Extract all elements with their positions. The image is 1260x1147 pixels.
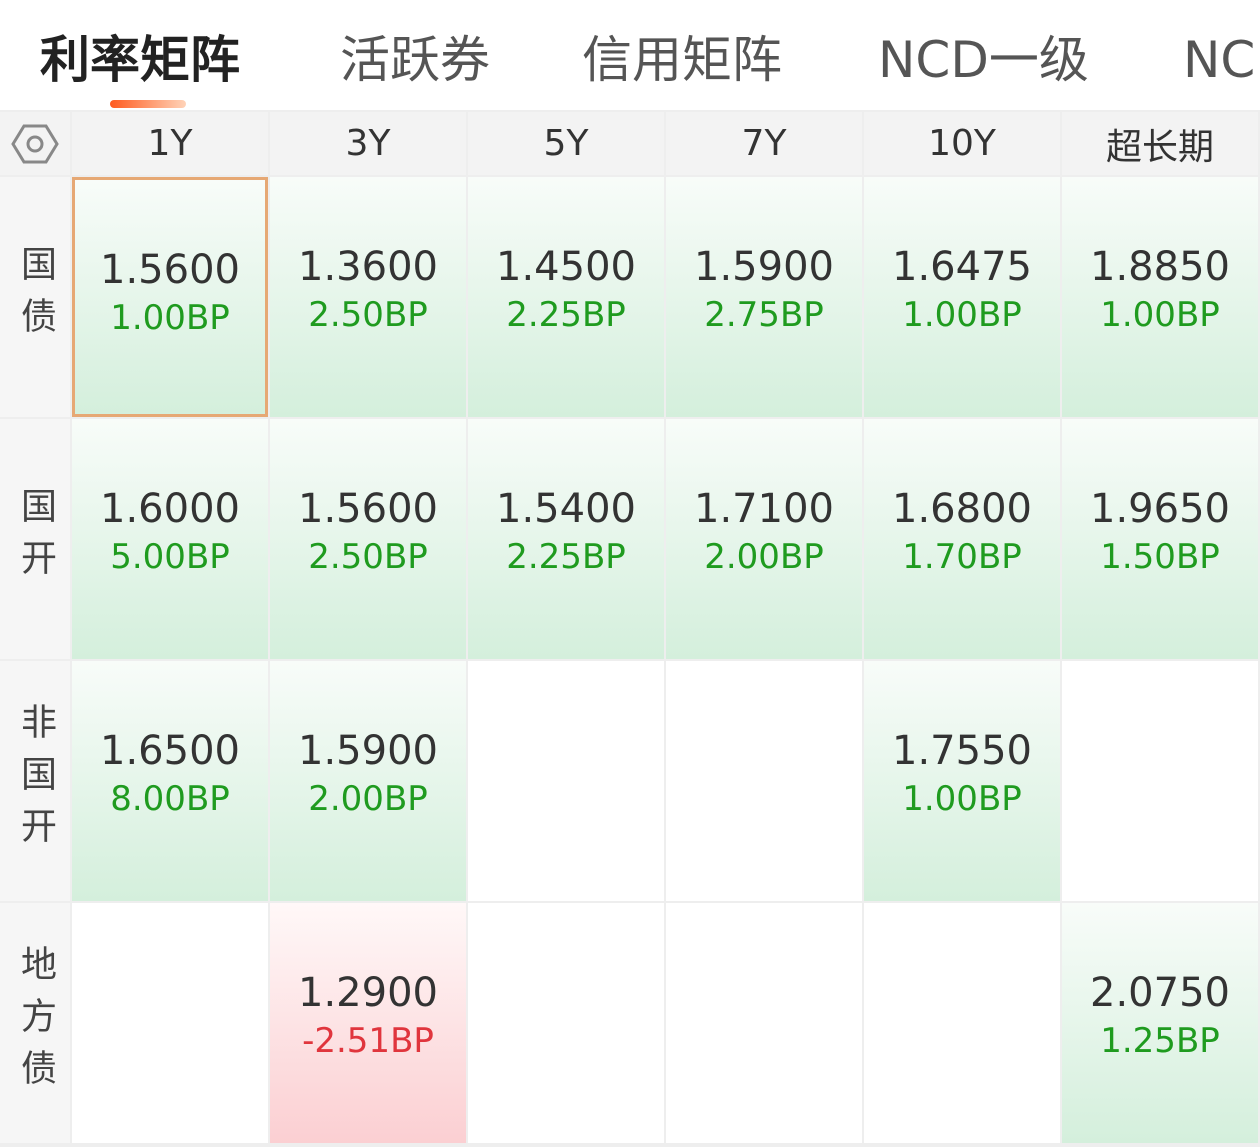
yield-change: 1.25BP [1100,1021,1220,1061]
yield-change: 5.00BP [110,537,230,577]
column-header[interactable]: 10Y [864,112,1060,175]
matrix-cell[interactable]: 1.5900 2.75BP [666,177,862,417]
row-label-text: 国开 [15,487,56,591]
row-label: 国开 [0,419,70,659]
matrix-cell[interactable]: 1.5900 2.00BP [270,661,466,901]
yield-value: 1.8850 [1090,244,1230,290]
row-label-text: 非国开 [15,703,56,859]
matrix-cell [666,661,862,901]
tab[interactable]: NCD一级 [878,31,1089,89]
matrix-cell[interactable]: 1.7100 2.00BP [666,419,862,659]
yield-change: 2.25BP [506,537,626,577]
matrix-cell [666,903,862,1143]
yield-change: 1.00BP [110,298,230,338]
matrix-cell[interactable]: 1.4500 2.25BP [468,177,664,417]
yield-value: 1.6000 [100,486,240,532]
matrix-cell[interactable]: 1.5600 2.50BP [270,419,466,659]
yield-value: 1.9650 [1090,486,1230,532]
column-header[interactable]: 3Y [270,112,466,175]
matrix-cell[interactable]: 1.8850 1.00BP [1062,177,1258,417]
yield-change: -2.51BP [302,1021,434,1061]
matrix-cell [864,903,1060,1143]
matrix-cell [468,661,664,901]
yield-change: 8.00BP [110,779,230,819]
tab[interactable]: 利率矩阵 [40,31,240,89]
yield-change: 2.50BP [308,537,428,577]
settings-icon [11,124,59,163]
matrix-cell[interactable]: 1.5600 1.00BP [72,177,268,417]
yield-value: 1.5600 [298,486,438,532]
yield-change: 2.50BP [308,295,428,335]
yield-value: 1.6475 [892,244,1032,290]
yield-value: 1.7100 [694,486,834,532]
tab[interactable]: 信用矩阵 [582,31,782,89]
column-header[interactable]: 超长期 [1062,112,1258,175]
tab[interactable]: 活跃券 [340,31,490,89]
matrix-cell [468,903,664,1143]
tab-bar: 利率矩阵 活跃券 信用矩阵 NCD一级 NC [0,0,1260,110]
yield-change: 2.75BP [704,295,824,335]
tab[interactable]: NC [1183,31,1256,89]
column-header[interactable]: 1Y [72,112,268,175]
yield-change: 2.00BP [704,537,824,577]
matrix-cell [72,903,268,1143]
column-header[interactable]: 7Y [666,112,862,175]
matrix-cell[interactable]: 1.3600 2.50BP [270,177,466,417]
yield-value: 1.5600 [100,247,240,293]
matrix-cell[interactable]: 1.2900 -2.51BP [270,903,466,1143]
matrix-cell[interactable]: 1.7550 1.00BP [864,661,1060,901]
row-label-text: 地方债 [15,945,56,1101]
yield-value: 1.5900 [694,244,834,290]
yield-value: 1.6500 [100,728,240,774]
matrix-cell[interactable]: 1.6475 1.00BP [864,177,1060,417]
yield-change: 2.25BP [506,295,626,335]
yield-change: 1.00BP [902,295,1022,335]
yield-change: 1.70BP [902,537,1022,577]
row-label: 国债 [0,177,70,417]
yield-change: 1.50BP [1100,537,1220,577]
row-label: 地方债 [0,903,70,1143]
yield-value: 1.5900 [298,728,438,774]
column-header[interactable]: 5Y [468,112,664,175]
yield-value: 1.2900 [298,970,438,1016]
matrix-cell[interactable]: 1.6800 1.70BP [864,419,1060,659]
matrix-cell[interactable]: 1.6500 8.00BP [72,661,268,901]
yield-change: 2.00BP [308,779,428,819]
yield-value: 1.5400 [496,486,636,532]
row-label: 非国开 [0,661,70,901]
yield-value: 1.3600 [298,244,438,290]
matrix-cell[interactable]: 2.0750 1.25BP [1062,903,1258,1143]
matrix-cell[interactable]: 1.6000 5.00BP [72,419,268,659]
matrix-cell [1062,661,1258,901]
yield-value: 1.4500 [496,244,636,290]
yield-change: 1.00BP [902,779,1022,819]
yield-value: 1.6800 [892,486,1032,532]
row-label-text: 国债 [15,245,56,349]
matrix-cell[interactable]: 1.9650 1.50BP [1062,419,1258,659]
matrix-cell[interactable]: 1.5400 2.25BP [468,419,664,659]
yield-change: 1.00BP [1100,295,1220,335]
yield-value: 2.0750 [1090,970,1230,1016]
yield-value: 1.7550 [892,728,1032,774]
tab-indicator [110,100,186,108]
settings-button[interactable] [0,112,70,175]
